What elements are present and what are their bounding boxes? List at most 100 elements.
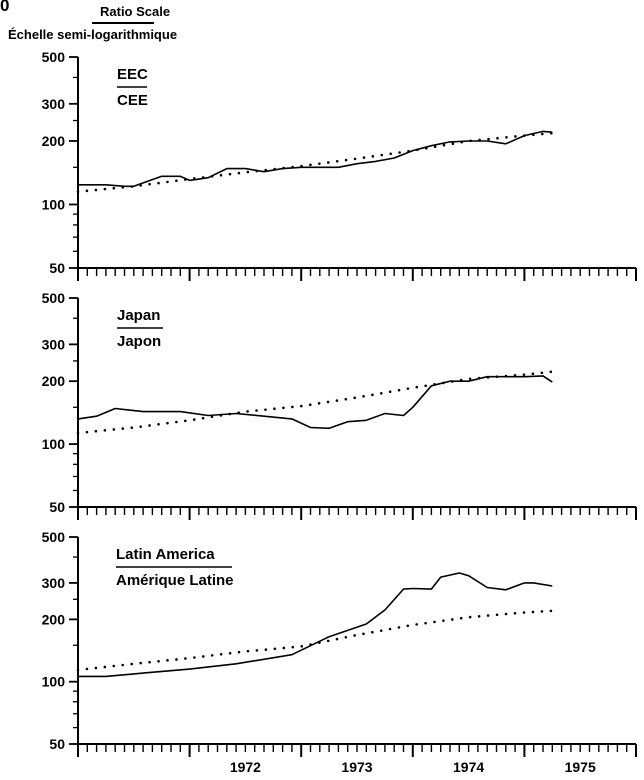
y-tick-label: 500: [42, 529, 66, 545]
data-point-solid: [96, 416, 97, 417]
y-tick-label: 100: [42, 196, 66, 212]
data-point-solid: [357, 163, 358, 164]
data-point-dotted: [189, 420, 190, 421]
data-point-dotted: [78, 191, 79, 192]
y-tick-label: 300: [42, 575, 66, 591]
data-point-solid: [329, 428, 330, 429]
data-point-dotted: [189, 658, 190, 659]
data-point-solid: [208, 415, 209, 416]
data-point-solid: [143, 673, 144, 674]
legend-label-cee: CEE: [117, 92, 148, 109]
data-point-solid: [161, 176, 162, 177]
data-point-dotted: [524, 374, 525, 375]
y-tick-label: 50: [49, 736, 65, 752]
x-tick-label: 1973: [341, 759, 372, 775]
data-point-solid: [505, 143, 506, 144]
data-point-solid: [208, 177, 209, 178]
data-point-solid: [115, 408, 116, 409]
data-point-solid: [543, 131, 544, 132]
data-point-solid: [124, 186, 125, 187]
legend-label-latin-america: Latin America: [116, 546, 215, 563]
data-point-solid: [403, 415, 404, 416]
data-point-solid: [468, 575, 469, 576]
panel-latin-america: 50 100 200 300 500 1972 1973 1974 1975 Latin Amer…: [42, 529, 637, 775]
data-point-solid: [375, 161, 376, 162]
data-point-dotted: [357, 397, 358, 398]
series-line-solid: [77, 375, 553, 430]
data-point-solid: [394, 158, 395, 159]
x-tick-label: 1972: [230, 759, 261, 775]
data-point-solid: [412, 407, 413, 408]
data-point-solid: [552, 382, 553, 383]
panel-japan: 50 100 200 300 500 Japan Japon: [42, 290, 637, 520]
data-point-solid: [189, 180, 190, 181]
legend-label-japon: Japon: [117, 333, 161, 350]
data-point-dotted: [133, 663, 134, 664]
data-point-dotted: [78, 433, 79, 434]
data-point-solid: [543, 375, 544, 376]
data-point-solid: [236, 413, 237, 414]
data-point-solid: [403, 589, 404, 590]
data-point-dotted: [245, 172, 246, 173]
data-point-dotted: [301, 166, 302, 167]
data-point-solid: [180, 176, 181, 177]
data-point-dotted: [245, 651, 246, 652]
data-point-solid: [264, 171, 265, 172]
y-tick-label: 50: [49, 260, 65, 276]
data-point-solid: [412, 588, 413, 589]
data-point-solid: [264, 416, 265, 417]
data-point-dotted: [412, 624, 413, 625]
y-tick-label: 50: [49, 499, 65, 515]
data-point-dotted: [552, 133, 553, 134]
data-point-dotted: [133, 186, 134, 187]
y-tick-label: 500: [42, 49, 66, 65]
y-tick-label: 200: [42, 611, 66, 627]
panel-eec: 50 100 200 300 500 EEC CEE: [42, 49, 637, 281]
data-point-solid: [236, 663, 237, 664]
x-tick-label: 1974: [453, 759, 484, 775]
data-point-solid: [105, 184, 106, 185]
data-point-solid: [468, 381, 469, 382]
y-tick-label: 100: [42, 436, 66, 452]
data-point-dotted: [189, 179, 190, 180]
legend-label-eec: EEC: [117, 66, 148, 83]
data-point-solid: [347, 421, 348, 422]
y-tick-label: 200: [42, 373, 66, 389]
series-line-solid: [78, 572, 553, 678]
series-line-dotted: [76, 370, 554, 435]
data-point-dotted: [468, 141, 469, 142]
data-point-dotted: [133, 427, 134, 428]
data-point-dotted: [468, 378, 469, 379]
corner-mark: 0: [0, 0, 10, 15]
data-point-dotted: [301, 646, 302, 647]
data-point-dotted: [524, 612, 525, 613]
scale-label-rule: [92, 22, 154, 24]
data-point-solid: [384, 610, 385, 611]
data-point-solid: [338, 167, 339, 168]
data-point-dotted: [552, 371, 553, 372]
data-point-solid: [105, 676, 106, 677]
data-point-solid: [487, 141, 488, 142]
data-point-solid: [78, 184, 79, 185]
data-point-dotted: [412, 150, 413, 151]
data-point-solid: [180, 411, 181, 412]
data-point-solid: [366, 624, 367, 625]
data-point-solid: [245, 168, 246, 169]
y-tick-label: 100: [42, 674, 66, 690]
data-point-solid: [310, 427, 311, 428]
data-point-solid: [524, 582, 525, 583]
series-line-dotted: [76, 131, 554, 193]
data-point-solid: [291, 654, 292, 655]
y-tick-label: 500: [42, 290, 66, 306]
data-point-dotted: [78, 669, 79, 670]
data-point-solid: [431, 145, 432, 146]
data-point-solid: [524, 376, 525, 377]
scale-label-fr: Échelle semi-logarithmique: [8, 27, 178, 42]
data-point-solid: [384, 413, 385, 414]
data-point-dotted: [357, 158, 358, 159]
y-tick-label: 300: [42, 336, 66, 352]
data-point-solid: [450, 141, 451, 142]
data-point-dotted: [468, 617, 469, 618]
data-point-solid: [143, 411, 144, 412]
